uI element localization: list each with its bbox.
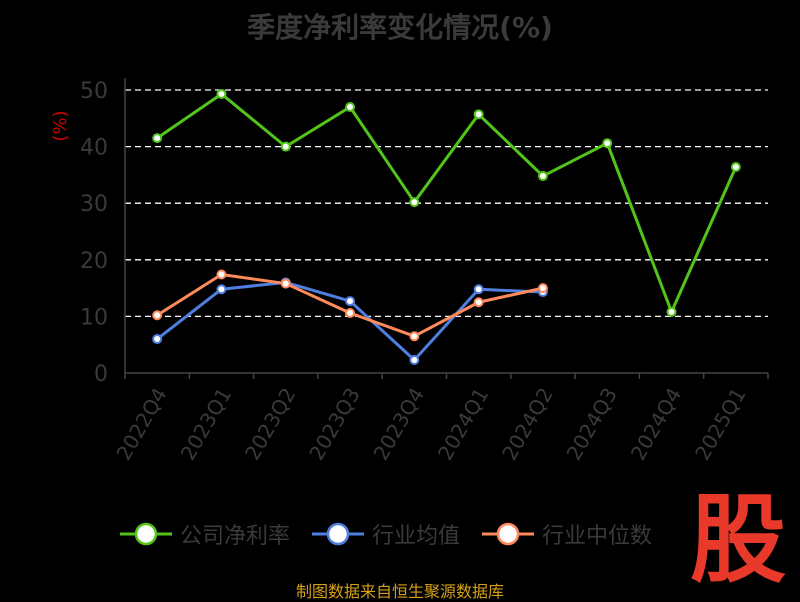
data-point (280, 278, 291, 289)
chart-title: 季度净利率变化情况(%) (247, 11, 553, 44)
data-point (730, 161, 741, 172)
legend-swatch (312, 522, 365, 546)
data-point (473, 297, 484, 308)
data-point (537, 171, 548, 182)
y-axis-label: (%) (50, 110, 71, 141)
x-tick-label: 2023Q3 (304, 384, 364, 465)
series-line-1 (156, 280, 544, 362)
data-point (345, 296, 356, 307)
x-tick-label: 2022Q4 (111, 384, 171, 465)
data-point (216, 269, 227, 280)
x-tick-label: 2024Q3 (562, 384, 622, 465)
data-point (537, 283, 548, 294)
data-source: 制图数据来自恒生聚源数据库 (295, 582, 504, 601)
legend-swatch (482, 522, 535, 546)
y-tick-label: 20 (80, 249, 108, 274)
data-point (409, 197, 420, 208)
legend-label: 公司净利率 (180, 524, 291, 549)
series-line-0 (156, 92, 738, 314)
legend-item-0[interactable]: 公司净利率 (120, 518, 290, 550)
axes: 0 10 20 30 40 50 2022Q4 2023Q1 2023Q2 2023Q3 2023Q… (80, 78, 769, 465)
series-lines (156, 92, 738, 362)
data-point (473, 109, 484, 120)
legend-item-1[interactable]: 行业均值 (312, 518, 460, 550)
legend-swatch (120, 522, 172, 546)
data-point (473, 284, 484, 295)
data-point (152, 310, 163, 321)
data-point (409, 331, 420, 342)
y-tick-label: 50 (80, 79, 108, 104)
legend-item-2[interactable]: 行业中位数 (482, 518, 652, 550)
legend: 公司净利率 行业均值 行业中位数 (120, 518, 652, 550)
grid-lines (125, 89, 768, 318)
legend-label: 行业均值 (372, 524, 461, 549)
x-tick-label: 2024Q2 (497, 384, 557, 465)
data-point (409, 354, 420, 365)
data-point (345, 101, 356, 112)
x-tick-label: 2023Q2 (240, 384, 300, 465)
x-tick-label: 2023Q4 (369, 384, 429, 465)
data-point (602, 138, 613, 149)
data-point (345, 308, 356, 319)
series-points (152, 88, 741, 365)
y-tick-label: 40 (80, 136, 108, 161)
x-tick-label: 2024Q4 (626, 384, 686, 465)
data-point (152, 334, 163, 345)
data-point (152, 133, 163, 144)
x-tick-label: 2023Q1 (176, 384, 236, 465)
data-point (216, 284, 227, 295)
data-point (666, 306, 677, 317)
y-tick-label: 10 (80, 305, 108, 330)
x-tick-label: 2025Q1 (690, 384, 750, 465)
y-tick-label: 30 (80, 192, 108, 217)
watermark-logo: 股 (690, 484, 786, 596)
legend-label: 行业中位数 (542, 524, 653, 549)
x-tick-label: 2024Q1 (433, 384, 493, 465)
data-point (280, 141, 291, 152)
y-tick-label: 0 (94, 362, 108, 387)
data-point (216, 88, 227, 99)
